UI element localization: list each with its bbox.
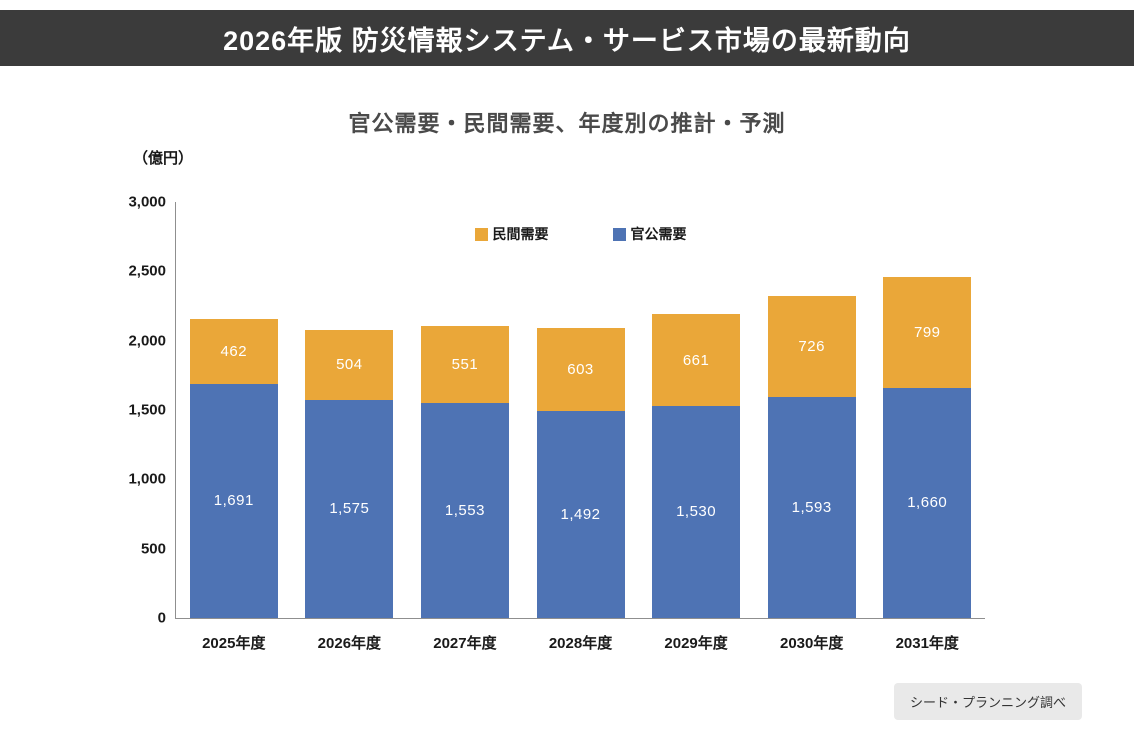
bar-value-label: 603: [567, 360, 594, 378]
bar-2029年度: 661 1,530: [638, 202, 754, 618]
bar-segment-private-demand: 799: [883, 277, 972, 388]
bar-segment-private-demand: 504: [305, 329, 394, 400]
bar-value-label: 1,575: [329, 500, 370, 518]
x-axis-label: 2029年度: [664, 635, 728, 652]
legend-item: 官公需要: [612, 224, 687, 244]
bar-2028年度: 603 1,492: [523, 202, 639, 618]
y-axis-tick-label: 500: [140, 540, 166, 558]
bar-value-label: 1,553: [444, 501, 485, 519]
legend-label: 民間需要: [492, 226, 549, 242]
bar-segment-private-demand: 551: [420, 326, 509, 403]
y-axis-tick-label: 2,500: [128, 262, 166, 280]
stacked-bar: 661 1,530: [652, 202, 741, 618]
report-title-bar: 2026年版 防災情報システム・サービス市場の最新動向: [0, 10, 1134, 66]
y-axis-labels: 0 500 1,000 1,500 2,000 2,500 3,000: [96, 195, 166, 626]
stacked-bar: 462 1,691: [189, 202, 278, 618]
legend-item: 民間需要: [474, 224, 549, 244]
report-title: 2026年版 防災情報システム・サービス市場の最新動向: [223, 25, 911, 56]
bar-value-label: 1,593: [791, 499, 832, 517]
legend-swatch-icon: [474, 227, 488, 241]
legend-swatch-icon: [612, 227, 626, 241]
bar-2031年度: 799 1,660: [869, 202, 985, 618]
bar-2026年度: 504 1,575: [292, 202, 408, 618]
bar-2030年度: 726 1,593: [754, 202, 870, 618]
x-axis-label: 2030年度: [779, 635, 844, 652]
bar-value-label: 1,691: [213, 492, 254, 510]
plot-area: 0 500 1,000 1,500 2,000 2,500 3,000 民間需要 官公需要 4…: [128, 195, 985, 652]
bar-segment-public-demand: 1,691: [189, 383, 278, 618]
stacked-bar: 551 1,553: [420, 202, 509, 618]
bar-value-label: 504: [336, 356, 363, 374]
y-axis-unit-label: （億円）: [133, 150, 194, 167]
x-axis-label: 2026年度: [317, 635, 382, 652]
bar-segment-public-demand: 1,593: [767, 397, 856, 618]
bar-value-label: 1,530: [676, 503, 717, 521]
bar-2025年度: 462 1,691: [176, 202, 292, 618]
bar-value-label: 799: [913, 323, 941, 341]
x-axis-labels: 2025年度 2026年度 2027年度 2028年度 2029年度 2030年度 2031…: [176, 632, 985, 653]
y-axis-tick-label: 0: [157, 609, 166, 627]
source-note: シード・プランニング調べ: [893, 683, 1082, 720]
bar-value-label: 1,492: [560, 506, 601, 524]
legend-label: 官公需要: [630, 226, 687, 242]
y-axis-tick-label: 1,000: [128, 470, 166, 488]
bar-segment-private-demand: 661: [652, 314, 741, 406]
y-axis-tick-label: 3,000: [128, 193, 166, 211]
x-axis-label: 2025年度: [202, 635, 266, 652]
chart-legend: 民間需要 官公需要: [474, 224, 687, 244]
x-axis-label: 2028年度: [548, 635, 613, 652]
bar-value-label: 1,660: [907, 494, 948, 512]
bar-segment-public-demand: 1,575: [305, 399, 394, 618]
bar-segment-private-demand: 726: [767, 296, 856, 398]
stacked-bar: 726 1,593: [767, 202, 856, 618]
x-axis-label: 2031年度: [895, 635, 959, 652]
bar-segment-public-demand: 1,492: [536, 411, 625, 618]
bar-segment-public-demand: 1,530: [652, 405, 741, 618]
stacked-bar: 603 1,492: [536, 202, 625, 618]
bar-2027年度: 551 1,553: [407, 202, 523, 618]
bars: 462 1,691 504 1,575 551 1,553 603 1,492 661 1,530…: [176, 202, 985, 618]
y-axis-tick-label: 1,500: [128, 401, 166, 419]
stacked-bar: 799 1,660: [883, 202, 972, 618]
bar-value-label: 661: [682, 351, 710, 369]
bar-segment-private-demand: 603: [536, 327, 625, 412]
chart-title: 官公需要・民間需要、年度別の推計・予測: [348, 111, 786, 136]
bar-segment-public-demand: 1,660: [883, 387, 972, 618]
bar-value-label: 726: [798, 338, 825, 356]
stacked-bar: 504 1,575: [305, 202, 394, 618]
bar-segment-private-demand: 462: [189, 319, 278, 384]
bar-value-label: 462: [220, 342, 248, 360]
bar-segment-public-demand: 1,553: [420, 402, 509, 618]
x-axis-label: 2027年度: [433, 635, 497, 652]
bar-value-label: 551: [451, 355, 479, 373]
y-axis-tick-label: 2,000: [128, 332, 166, 350]
